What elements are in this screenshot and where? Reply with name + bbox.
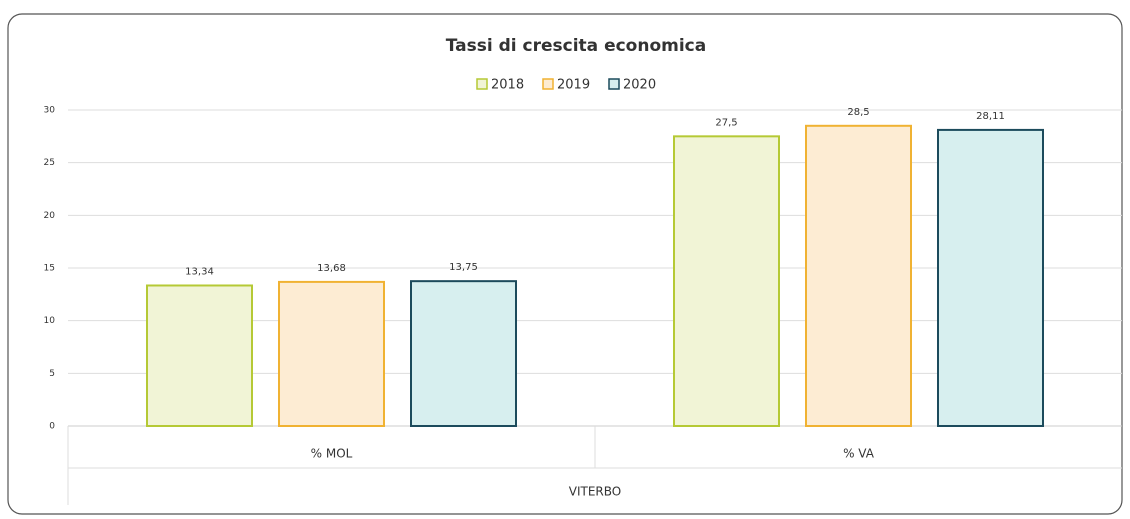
value-label: 28,11 (976, 111, 1005, 122)
value-label: 13,34 (185, 266, 214, 277)
chart-title: Tassi di crescita economica (446, 36, 706, 56)
legend-label: 2018 (491, 78, 524, 93)
group-label: VITERBO (569, 485, 621, 499)
bar (146, 284, 253, 427)
value-label: 28,5 (847, 107, 869, 118)
legend-swatch (608, 78, 620, 90)
bar (410, 280, 517, 427)
y-tick-label: 15 (44, 264, 55, 274)
x-tick-label: % MOL (311, 447, 353, 461)
y-tick-label: 20 (44, 211, 56, 221)
legend-label: 2020 (623, 78, 656, 93)
y-tick-label: 5 (49, 369, 55, 379)
legend-label: 2019 (557, 78, 590, 93)
y-tick-label: 25 (44, 158, 55, 168)
y-tick-label: 0 (49, 422, 55, 432)
value-label: 27,5 (715, 117, 737, 128)
x-tick-label: % VA (843, 447, 875, 461)
bar (937, 128, 1044, 428)
value-label: 13,68 (317, 263, 346, 274)
bar (278, 280, 385, 427)
legend-swatch (542, 78, 554, 90)
bar (673, 135, 780, 427)
bar (805, 124, 912, 428)
y-tick-label: 10 (44, 316, 56, 326)
legend-swatch (476, 78, 488, 90)
value-label: 13,75 (449, 262, 478, 273)
y-tick-label: 30 (44, 106, 56, 116)
